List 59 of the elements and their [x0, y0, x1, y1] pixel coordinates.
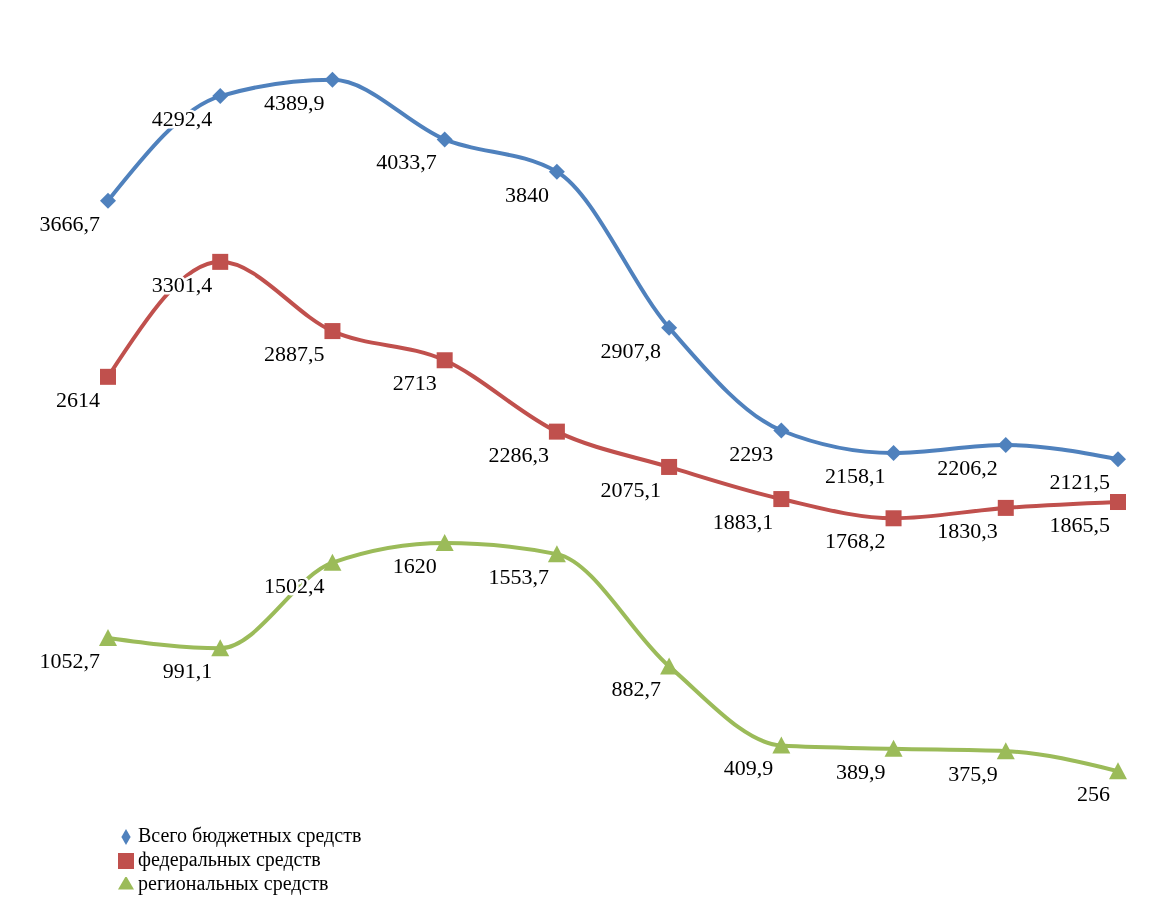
point: [885, 510, 902, 527]
point: [547, 545, 566, 563]
data-label: 1830,3: [937, 517, 998, 543]
point: [1110, 451, 1126, 468]
point: [212, 253, 229, 270]
data-label: 2206,2: [937, 455, 998, 481]
data-label: 2907,8: [600, 337, 662, 363]
point: [100, 368, 116, 385]
point: [435, 534, 454, 552]
data-label: 882,7: [611, 676, 662, 702]
point: [773, 422, 790, 439]
data-label: 256: [1077, 781, 1110, 807]
data-label: 1553,7: [488, 564, 549, 590]
data-label: 389,9: [836, 758, 886, 784]
data-label: 2887,5: [263, 341, 325, 367]
point: [211, 639, 230, 657]
data-label: 1865,5: [1049, 512, 1110, 538]
data-label: 3666,7: [39, 210, 100, 236]
data-label: 2286,3: [488, 441, 549, 467]
data-label: 2121,5: [1049, 469, 1110, 495]
data-label: 1052,7: [39, 647, 100, 673]
point: [436, 131, 453, 148]
data-label: 2614: [56, 386, 100, 412]
data-label: 3840: [504, 181, 549, 207]
point: [324, 71, 341, 88]
legend-label: региональных средств: [138, 872, 329, 894]
point: [773, 491, 790, 508]
data-label: 1768,2: [825, 528, 886, 554]
point: [324, 323, 341, 340]
data-label: 409,9: [723, 755, 774, 781]
point: [996, 742, 1015, 760]
point: [1110, 494, 1126, 511]
data-label: 375,9: [948, 761, 998, 787]
point: [885, 445, 902, 462]
data-label: 1620: [392, 553, 437, 579]
point: [884, 739, 903, 757]
data-label: 2075,1: [600, 476, 662, 502]
point: [997, 499, 1014, 516]
point: [548, 163, 565, 180]
data-label: 1883,1: [712, 509, 774, 535]
point: [1109, 762, 1127, 780]
point: [997, 437, 1014, 454]
data-label: 4389,9: [263, 89, 325, 115]
point: [100, 192, 116, 209]
point: [661, 458, 678, 475]
point: [548, 423, 565, 440]
point: [661, 319, 678, 336]
point: [436, 352, 453, 369]
data-label: 4033,7: [376, 149, 437, 175]
legend-label: Всего бюджетных средств: [138, 824, 362, 846]
data-label: 2158,1: [825, 463, 886, 489]
legend-label: федеральных средств: [138, 848, 321, 870]
data-label: 2713: [392, 370, 437, 396]
data-label: 991,1: [162, 658, 213, 684]
point: [99, 628, 117, 646]
point: [323, 553, 342, 571]
data-label: 2293: [729, 440, 774, 466]
point: [212, 88, 229, 105]
point: [772, 736, 791, 754]
